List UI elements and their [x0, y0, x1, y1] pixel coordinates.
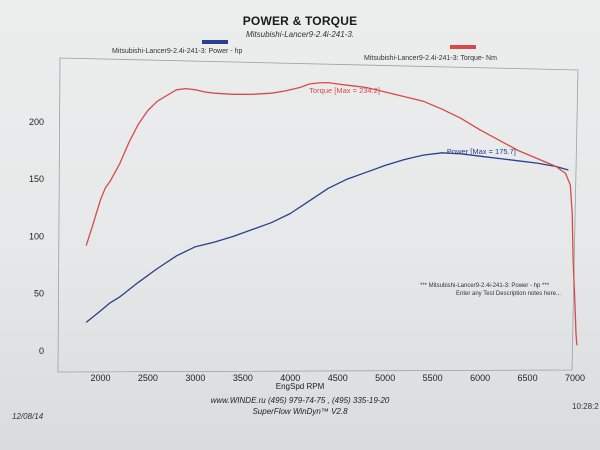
x-tick-label: 2000	[90, 373, 110, 383]
print-time: 10:28:2	[572, 402, 599, 411]
x-tick-label: 5500	[423, 373, 443, 383]
y-tick-label: 200	[29, 117, 44, 127]
footer-contact: www.WINDE.ru (495) 979-74-75 , (495) 335…	[210, 396, 390, 405]
y-tick-label: 100	[29, 231, 44, 241]
legend-label-power: Mitsubishi-Lancer9-2.4i-241-3: Power - h…	[112, 48, 243, 55]
x-tick-label: 4000	[280, 373, 300, 383]
chart-title: POWER & TORQUE	[242, 14, 358, 28]
torque-max-annotation: Torque [Max = 234.2]	[309, 86, 380, 95]
print-date: 12/08/14	[12, 412, 44, 421]
power-max-annotation: Power [Max = 175.7]	[447, 147, 516, 156]
x-tick-label: 3500	[233, 373, 253, 383]
y-tick-label: 50	[34, 289, 44, 299]
x-tick-label: 4500	[328, 373, 348, 383]
y-tick-label: 150	[29, 174, 44, 184]
plot-frame	[57, 57, 579, 373]
x-tick-label: 2500	[138, 373, 158, 383]
power-series-line	[85, 152, 569, 323]
test-note-title: *** Mitsubishi-Lancer9-2.4i-241-3: Power…	[420, 283, 550, 289]
torque-series-line	[85, 81, 578, 346]
x-axis-label: EngSpd RPM	[275, 382, 325, 391]
y-tick-label: 0	[39, 346, 44, 356]
x-tick-label: 6500	[518, 373, 538, 383]
test-note-description: Enter any Test Description notes here...	[456, 291, 561, 297]
chart-subtitle: Mitsubishi-Lancer9-2.4i-241-3.	[245, 30, 355, 39]
footer-software: SuperFlow WinDyn™ V2.8	[252, 407, 348, 416]
legend-swatch-power	[202, 40, 228, 44]
x-tick-label: 7000	[565, 373, 585, 383]
legend-swatch-torque	[450, 45, 476, 49]
x-tick-label: 5000	[375, 373, 395, 383]
legend-label-torque: Mitsubishi-Lancer9-2.4i-241-3: Torque- N…	[364, 55, 497, 62]
x-tick-label: 3000	[185, 373, 205, 383]
x-tick-label: 6000	[470, 373, 490, 383]
